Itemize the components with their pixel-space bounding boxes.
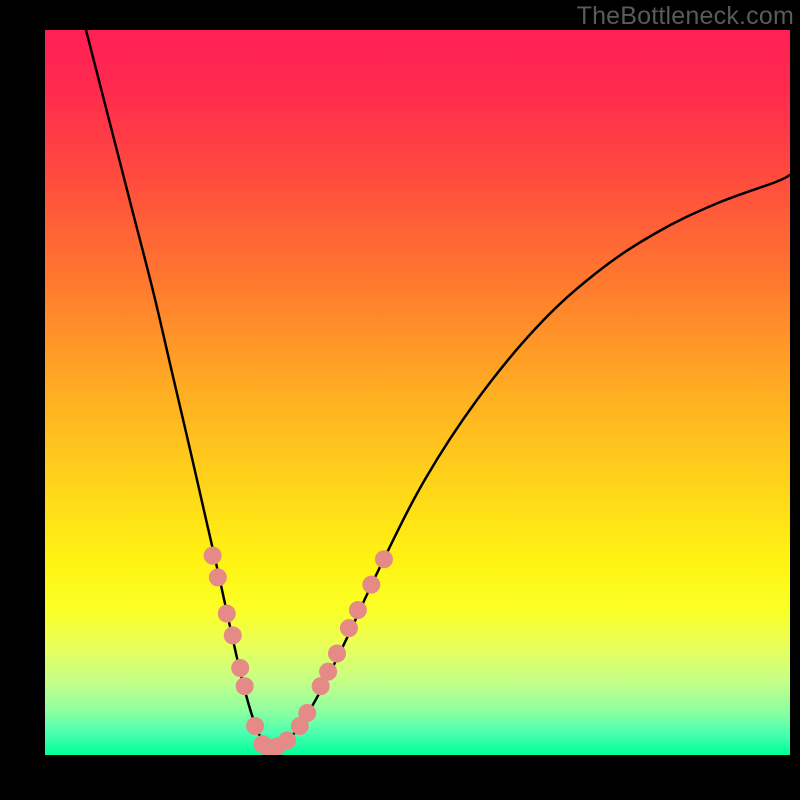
data-marker	[278, 732, 296, 750]
data-marker	[349, 601, 367, 619]
data-marker	[319, 663, 337, 681]
gradient-background	[45, 30, 790, 755]
data-marker	[246, 717, 264, 735]
plot-svg	[45, 30, 790, 755]
data-marker	[204, 547, 222, 565]
data-marker	[362, 576, 380, 594]
data-marker	[298, 704, 316, 722]
data-marker	[224, 626, 242, 644]
data-marker	[231, 659, 249, 677]
data-marker	[340, 619, 358, 637]
data-marker	[328, 645, 346, 663]
data-marker	[236, 677, 254, 695]
chart-frame: TheBottleneck.com	[0, 0, 800, 800]
plot-area	[45, 30, 790, 755]
watermark-text: TheBottleneck.com	[577, 2, 794, 31]
data-marker	[218, 605, 236, 623]
data-marker	[209, 568, 227, 586]
data-marker	[375, 550, 393, 568]
